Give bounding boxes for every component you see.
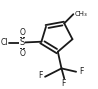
Text: O: O: [19, 49, 25, 58]
Text: S: S: [20, 38, 25, 47]
Text: F: F: [61, 79, 65, 88]
Text: Cl: Cl: [0, 38, 8, 47]
Text: O: O: [19, 28, 25, 36]
Text: F: F: [38, 71, 42, 80]
Text: F: F: [79, 67, 83, 76]
Text: CH₃: CH₃: [74, 11, 87, 17]
